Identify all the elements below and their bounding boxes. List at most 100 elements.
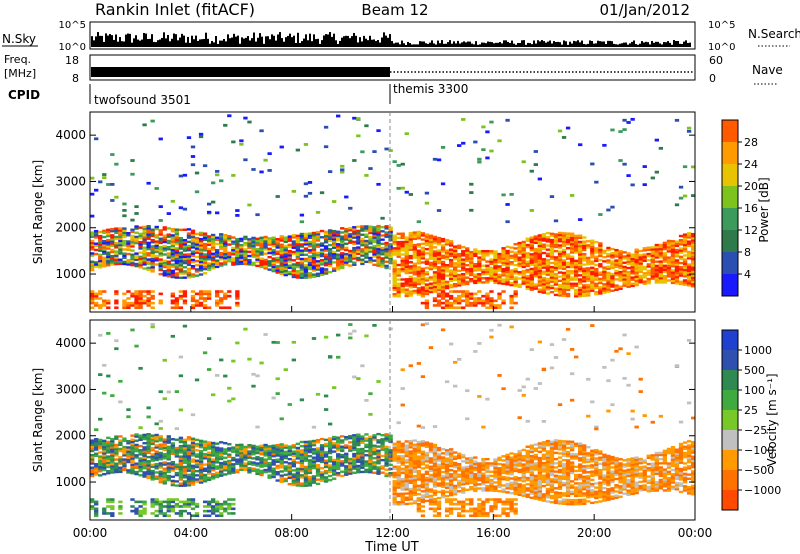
heatmap-cell <box>485 272 490 276</box>
heatmap-cell <box>215 253 220 256</box>
heatmap-cell <box>428 288 434 292</box>
heatmap-cell <box>557 246 563 249</box>
heatmap-cell <box>440 279 446 282</box>
heatmap-cell <box>118 512 123 515</box>
heatmap-cell <box>146 476 151 480</box>
heatmap-cell <box>489 273 494 276</box>
heatmap-cell <box>215 454 220 458</box>
heatmap-cell <box>372 471 377 475</box>
heatmap-cell <box>146 445 151 448</box>
heatmap-cell <box>311 448 317 451</box>
heatmap-cell <box>271 446 276 450</box>
heatmap-cell <box>481 277 486 280</box>
heatmap-cell <box>299 253 305 257</box>
heatmap-cell <box>202 446 208 450</box>
heatmap-cell <box>142 231 147 235</box>
heatmap-cell <box>166 275 171 278</box>
heatmap-cell <box>469 265 474 268</box>
heatmap-cell <box>674 255 680 258</box>
heatmap-cell <box>586 269 591 272</box>
heatmap-cell <box>384 254 389 257</box>
heatmap-cell <box>436 270 442 273</box>
heatmap-cell <box>650 273 655 276</box>
heatmap-cell <box>206 337 212 340</box>
heatmap-cell <box>138 292 143 296</box>
heatmap-cell <box>469 294 474 298</box>
heatmap-cell <box>263 267 268 270</box>
heatmap-cell <box>392 492 397 496</box>
heatmap-cell <box>686 240 692 243</box>
heatmap-cell <box>690 257 696 261</box>
heatmap-cell <box>501 257 506 260</box>
heatmap-cell <box>517 252 522 255</box>
heatmap-cell <box>170 242 175 245</box>
heatmap-cell <box>138 306 143 310</box>
sky-bar <box>283 41 285 47</box>
heatmap-cell <box>158 464 163 467</box>
heatmap-cell <box>388 463 393 467</box>
sky-bar <box>133 38 135 47</box>
heatmap-cell <box>178 467 184 471</box>
heatmap-cell <box>436 251 442 254</box>
heatmap-cell <box>336 444 341 448</box>
heatmap-cell <box>219 466 224 469</box>
heatmap-cell <box>493 252 498 255</box>
heatmap-cell <box>138 449 143 452</box>
heatmap-cell <box>340 474 345 478</box>
heatmap-cell <box>408 261 413 264</box>
heatmap-cell <box>202 234 208 237</box>
heatmap-cell <box>170 500 175 504</box>
heatmap-cell <box>678 280 684 284</box>
heatmap-cell <box>158 474 163 478</box>
heatmap-cell <box>368 392 373 396</box>
heatmap-cell <box>332 435 337 439</box>
heatmap-cell <box>670 250 676 253</box>
heatmap-cell <box>457 252 462 256</box>
heatmap-cell <box>610 272 615 276</box>
heatmap-cell <box>404 284 409 287</box>
heatmap-cell <box>428 282 434 285</box>
heatmap-cell <box>505 278 510 282</box>
heatmap-cell <box>481 125 486 129</box>
heatmap-cell <box>400 290 405 294</box>
heatmap-cell <box>90 233 95 236</box>
heatmap-cell <box>606 265 611 268</box>
heatmap-cell <box>388 327 393 331</box>
heatmap-cell <box>658 262 664 265</box>
heatmap-cell <box>283 265 288 268</box>
heatmap-cell <box>158 447 163 451</box>
heatmap-cell <box>646 279 651 283</box>
heatmap-cell <box>279 245 284 248</box>
heatmap-cell <box>348 441 353 444</box>
heatmap-cell <box>650 252 655 255</box>
heatmap-cell <box>477 277 482 280</box>
heatmap-cell <box>412 289 417 293</box>
heatmap-cell <box>598 263 603 266</box>
heatmap-cell <box>565 272 571 275</box>
heatmap-cell <box>404 292 409 296</box>
heatmap-cell <box>408 502 413 505</box>
heatmap-cell <box>194 264 200 267</box>
heatmap-cell <box>267 268 272 271</box>
heatmap-cell <box>444 264 450 267</box>
heatmap-cell <box>215 442 220 445</box>
heatmap-cell <box>392 276 397 279</box>
heatmap-cell <box>448 269 454 272</box>
heatmap-cell <box>545 292 551 295</box>
heatmap-cell <box>348 468 353 471</box>
heatmap-cell <box>247 450 252 453</box>
heatmap-cell <box>206 294 212 298</box>
heatmap-cell <box>440 287 446 291</box>
sky-bar <box>417 44 419 47</box>
heatmap-cell <box>307 249 313 252</box>
heatmap-cell <box>372 230 377 233</box>
heatmap-cell <box>634 273 639 276</box>
heatmap-cell <box>275 252 280 255</box>
heatmap-cell <box>678 241 684 244</box>
sky-bar <box>651 40 653 47</box>
heatmap-cell <box>134 470 139 474</box>
heatmap-cell <box>138 505 143 508</box>
heatmap-cell <box>565 263 571 267</box>
sky-bar <box>201 39 203 47</box>
heatmap-cell <box>533 270 538 274</box>
